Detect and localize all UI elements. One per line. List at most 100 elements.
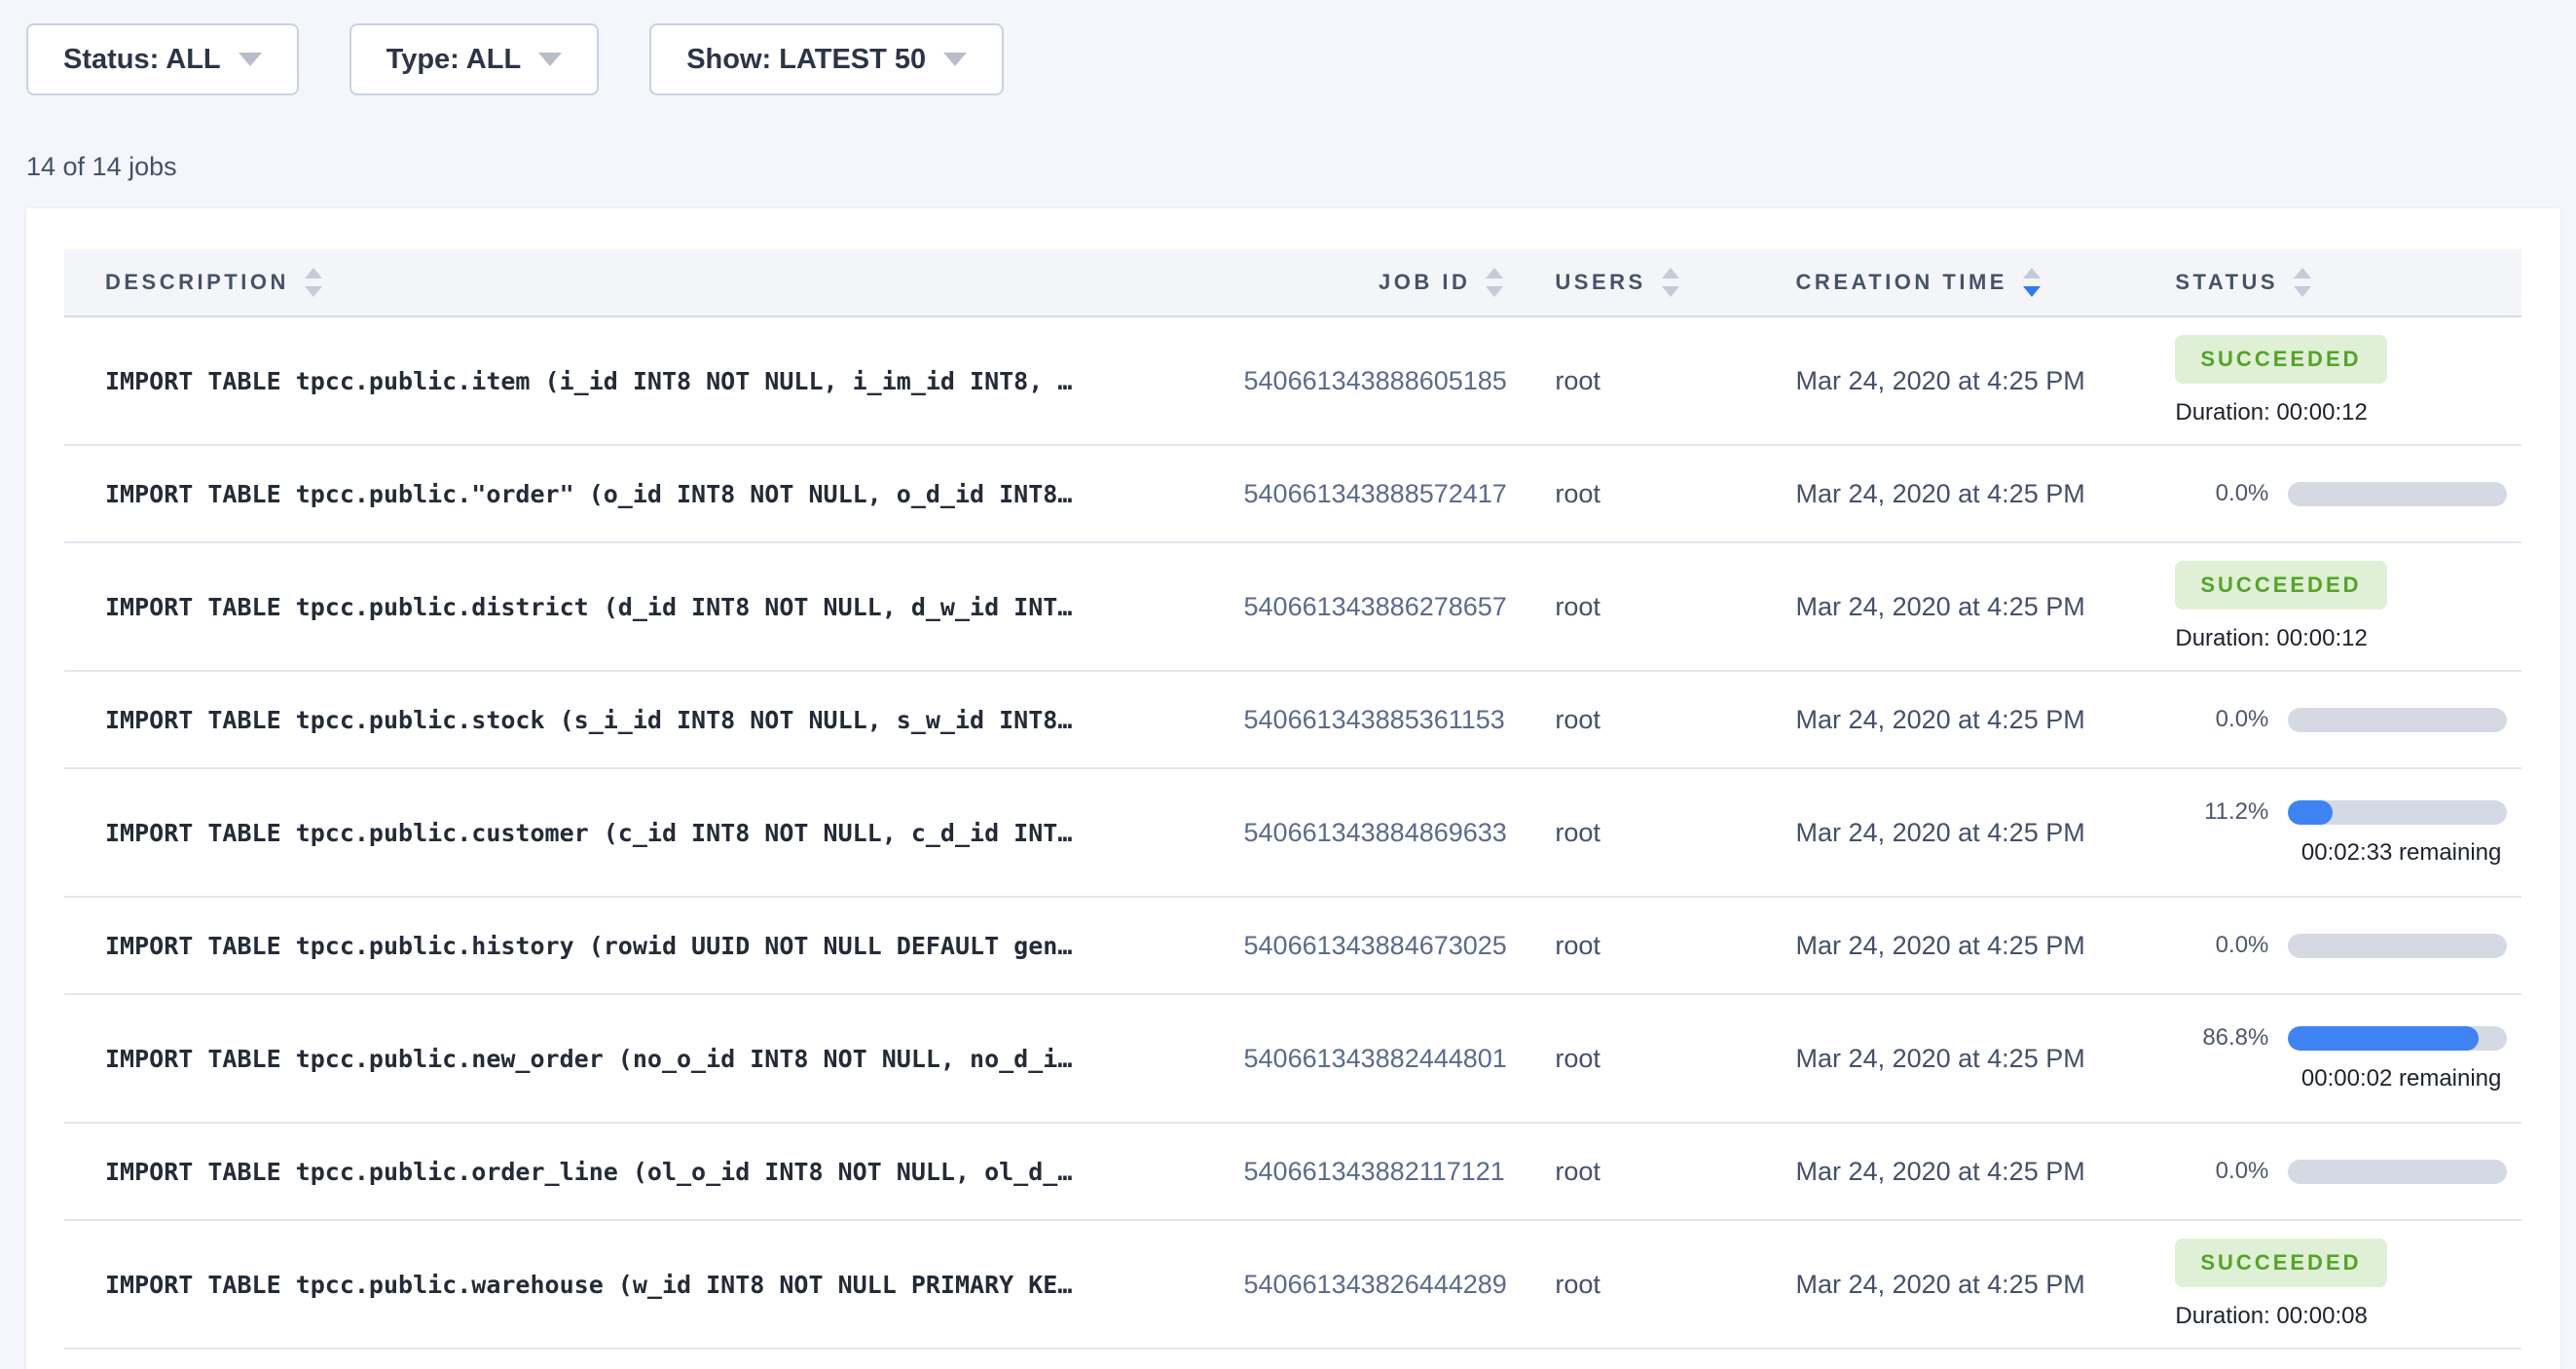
job-progress: 11.2% (2175, 798, 2521, 826)
job-user-cell: root (1538, 316, 1760, 446)
job-creation-time-cell: Mar 24, 2020 at 4:25 PM (1759, 1123, 2153, 1221)
job-duration-text: Duration: 00:00:08 (2175, 1303, 2368, 1329)
column-header-label: JOB ID (1379, 270, 1471, 294)
job-progress: 0.0% (2175, 932, 2521, 959)
progress-bar-track (2288, 799, 2508, 825)
table-row: IMPORT TABLE tpcc.public.customer (c_id … (64, 768, 2521, 898)
show-filter-label: Show: LATEST 50 (686, 43, 927, 75)
table-row: IMPORT TABLE tpcc.public.stock (s_i_id I… (64, 671, 2521, 769)
job-id-cell: 540661343888605185 (1243, 316, 1539, 446)
job-creation-time-cell: Mar 24, 2020 at 4:25 PM (1759, 542, 2153, 672)
table-row: IMPORT TABLE tpcc.public.warehouse (w_id… (64, 1220, 2521, 1350)
status-filter-dropdown[interactable]: Status: ALL (26, 23, 299, 95)
table-row: IMPORT TABLE tpcc.public.item (i_id INT8… (64, 316, 2521, 446)
column-header-status[interactable]: STATUS (2153, 249, 2521, 317)
progress-percent-label: 0.0% (2215, 706, 2269, 732)
table-row: IMPORT TABLE tpcc.public."order" (o_id I… (64, 445, 2521, 543)
job-description-cell: IMPORT TABLE tpcc.public.stock (s_i_id I… (64, 671, 1244, 769)
chevron-down-icon (538, 53, 563, 66)
sort-arrows-icon[interactable] (1486, 268, 1504, 297)
time-remaining-text: 00:00:02 remaining (2300, 1065, 2502, 1092)
column-header-job-id[interactable]: JOB ID (1243, 249, 1539, 317)
sort-arrows-icon[interactable] (1661, 268, 1679, 297)
job-description-cell: IMPORT TABLE tpcc.public.customer (c_id … (64, 768, 1244, 898)
job-user-cell: root (1538, 445, 1760, 543)
column-header-label: STATUS (2175, 270, 2279, 294)
table-row: IMPORT TABLE tpcc.public.new_order (no_o… (64, 994, 2521, 1124)
job-creation-time-cell: Mar 24, 2020 at 4:25 PM (1759, 897, 2153, 995)
table-row: IMPORT TABLE tpcc.public.history (rowid … (64, 897, 2521, 995)
column-header-creation-time[interactable]: CREATION TIME (1759, 249, 2153, 317)
job-user-cell: root (1538, 1220, 1760, 1350)
job-id-cell: 540661343886278657 (1243, 542, 1539, 672)
column-header-label: DESCRIPTION (105, 270, 289, 294)
job-user-cell: root (1538, 768, 1760, 898)
job-status-cell: 0.0% (2153, 897, 2521, 995)
column-header-label: USERS (1555, 270, 1646, 294)
progress-bar-track (2288, 1025, 2508, 1051)
job-id-cell: 540661343884869633 (1243, 768, 1539, 898)
job-progress: 0.0% (2175, 706, 2521, 733)
job-user-cell: root (1538, 671, 1760, 769)
job-progress: 86.8% (2175, 1024, 2521, 1052)
jobs-filter-bar: Status: ALL Type: ALL Show: LATEST 50 (0, 0, 2576, 95)
progress-bar-fill (2288, 1025, 2479, 1051)
progress-percent-label: 0.0% (2215, 932, 2269, 958)
type-filter-label: Type: ALL (386, 43, 522, 75)
job-description-cell: IMPORT TABLE tpcc.public.order_line (ol_… (64, 1123, 1244, 1221)
time-remaining-text: 00:02:33 remaining (2300, 839, 2502, 866)
sort-arrows-icon[interactable] (2022, 268, 2041, 297)
job-creation-time-cell: Mar 24, 2020 at 4:25 PM (1759, 445, 2153, 543)
status-badge: SUCCEEDED (2175, 561, 2387, 610)
status-badge: SUCCEEDED (2175, 335, 2387, 384)
type-filter-dropdown[interactable]: Type: ALL (349, 23, 600, 95)
job-id-cell: 540661343826444289 (1243, 1220, 1539, 1350)
job-status-cell: 0.0% (2153, 671, 2521, 769)
progress-bar-track (2288, 933, 2508, 958)
progress-bar-fill (2288, 799, 2334, 825)
job-status-cell: SUCCEEDED Duration: 00:00:12 (2153, 316, 2521, 446)
job-id-cell: 540661343884673025 (1243, 897, 1539, 995)
job-description-cell: IMPORT TABLE tpcc.public.history (rowid … (64, 897, 1244, 995)
table-row: IMPORT TABLE tpcc.public.order_line (ol_… (64, 1123, 2521, 1221)
job-user-cell: root (1538, 897, 1760, 995)
job-description-cell: IMPORT TABLE tpcc.public.warehouse (w_id… (64, 1220, 1244, 1350)
table-header-row: DESCRIPTION JOB ID USERS (64, 249, 2521, 317)
job-status-cell: SUCCEEDED Duration: 00:00:08 (2153, 1220, 2521, 1350)
column-header-label: CREATION TIME (1795, 270, 2007, 294)
job-creation-time-cell: Mar 24, 2020 at 4:25 PM (1759, 768, 2153, 898)
job-progress: 0.0% (2175, 480, 2521, 507)
job-description-cell: IMPORT TABLE tpcc.public."order" (o_id I… (64, 445, 1244, 543)
job-status-cell: 0.0% (2153, 445, 2521, 543)
job-user-cell: root (1538, 994, 1760, 1124)
column-header-users[interactable]: USERS (1538, 249, 1760, 317)
table-row: IMPORT TABLE tpcc.public.district (d_id … (64, 542, 2521, 672)
job-duration-text: Duration: 00:00:12 (2175, 625, 2368, 651)
progress-percent-label: 86.8% (2202, 1024, 2269, 1051)
job-user-cell: root (1538, 1123, 1760, 1221)
chevron-down-icon (238, 53, 262, 66)
progress-bar-track (2288, 481, 2508, 506)
job-creation-time-cell: Mar 24, 2020 at 4:25 PM (1759, 994, 2153, 1124)
job-description-cell: IMPORT TABLE tpcc.public.item (i_id INT8… (64, 316, 1244, 446)
sort-arrows-icon[interactable] (2294, 268, 2312, 297)
status-badge: SUCCEEDED (2175, 1239, 2387, 1287)
sort-arrows-icon[interactable] (304, 268, 322, 297)
status-filter-label: Status: ALL (63, 43, 221, 75)
show-filter-dropdown[interactable]: Show: LATEST 50 (649, 23, 1005, 95)
job-description-cell: IMPORT TABLE tpcc.public.new_order (no_o… (64, 994, 1244, 1124)
column-header-description[interactable]: DESCRIPTION (64, 249, 1244, 317)
job-creation-time-cell: Mar 24, 2020 at 4:25 PM (1759, 316, 2153, 446)
progress-percent-label: 0.0% (2215, 480, 2269, 506)
job-status-cell: SUCCEEDED Duration: 00:00:12 (2153, 542, 2521, 672)
job-status-cell: 86.8% 00:00:02 remaining (2153, 994, 2521, 1124)
job-status-cell: 0.0% (2153, 1123, 2521, 1221)
job-description-cell: IMPORT TABLE tpcc.public.district (d_id … (64, 542, 1244, 672)
job-id-cell: 540661343882444801 (1243, 994, 1539, 1124)
job-id-cell: 540661343885361153 (1243, 671, 1539, 769)
progress-percent-label: 0.0% (2215, 1158, 2269, 1184)
chevron-down-icon (943, 53, 968, 66)
job-id-cell: 540661343882117121 (1243, 1123, 1539, 1221)
progress-bar-track (2288, 1159, 2508, 1184)
jobs-table-panel: DESCRIPTION JOB ID USERS (26, 208, 2560, 1369)
